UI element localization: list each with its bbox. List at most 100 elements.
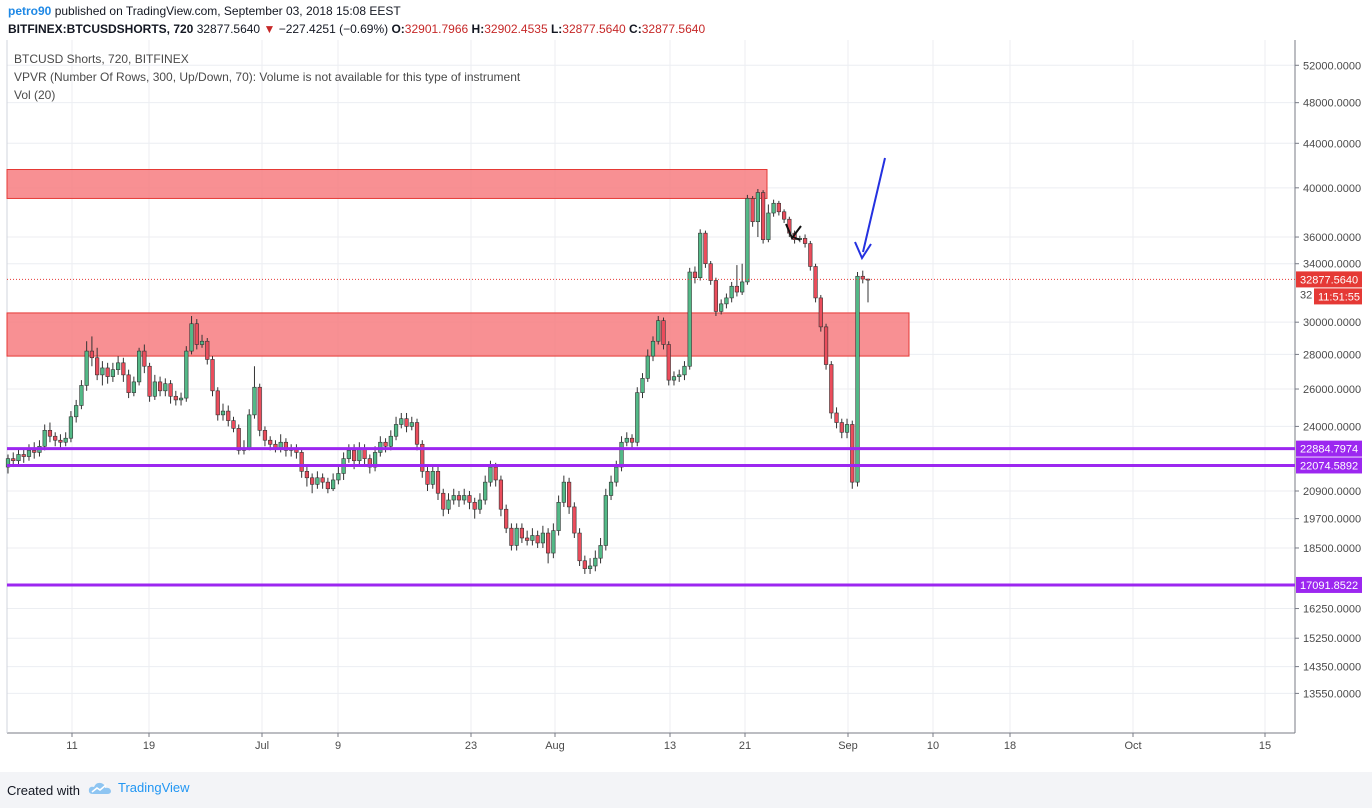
candle-body <box>173 395 178 401</box>
candle-body <box>802 238 808 244</box>
candle-body <box>561 481 566 503</box>
candle-body <box>572 506 577 534</box>
candle-body <box>708 263 713 281</box>
candle-body <box>462 495 467 501</box>
candle-body <box>666 344 671 381</box>
candle-body <box>53 435 58 441</box>
y-tick-label: 18500.0000 <box>1303 543 1361 555</box>
author-link[interactable]: petro90 <box>8 4 52 18</box>
candle-body <box>320 477 325 483</box>
candle-body <box>488 466 493 483</box>
candle-body <box>95 357 100 376</box>
y-tick-label: 13550.0000 <box>1303 688 1361 700</box>
candle-body <box>540 532 545 544</box>
candle-body <box>734 285 740 293</box>
chart-area[interactable]: 22884.7974 22074.5892 17091.8522 32 32877.56… <box>0 40 1372 770</box>
candle-body <box>32 450 37 453</box>
legend-volume[interactable]: Vol (20) <box>14 88 56 102</box>
x-tick-label: 10 <box>927 740 939 752</box>
candle-body <box>677 374 682 377</box>
candle-body <box>336 473 341 481</box>
candle-body <box>514 527 519 546</box>
candle-body <box>703 232 708 265</box>
candle-body <box>199 340 205 345</box>
y-tick-label: 15250.0000 <box>1303 633 1361 645</box>
candle-body <box>635 392 640 443</box>
candle-body <box>409 422 414 427</box>
close-value: 32877.5640 <box>641 22 706 36</box>
candle-body <box>110 369 115 377</box>
y-tick-label: 16250.0000 <box>1303 604 1361 616</box>
candle-body <box>640 378 645 393</box>
candle-body <box>755 192 760 223</box>
candle-body <box>729 285 734 299</box>
candle-body <box>47 430 53 437</box>
candle-body <box>566 481 572 508</box>
candle-body <box>194 323 199 345</box>
candle-body <box>420 443 425 472</box>
support-level-tag <box>1296 457 1362 474</box>
tradingview-brand[interactable]: TradingView <box>88 780 190 795</box>
candle-body <box>268 439 273 445</box>
candle-body <box>587 565 593 569</box>
x-tick-label: 9 <box>335 740 341 752</box>
low-label: L: <box>550 22 563 36</box>
open-label: O: <box>391 22 405 36</box>
black-check-mark <box>785 223 802 241</box>
candle-body <box>236 428 241 451</box>
candle-body <box>357 448 362 462</box>
candle-body <box>629 437 635 443</box>
candle-body <box>446 499 451 510</box>
x-tick-label: Aug <box>545 740 565 752</box>
change-value: −227.4251 (−0.69%) <box>278 22 389 36</box>
candle-body <box>388 435 393 447</box>
candle-body <box>79 385 84 406</box>
candle-body <box>157 381 163 392</box>
y-tick-label: 34000.0000 <box>1303 259 1361 271</box>
support-level-tag <box>1296 440 1362 457</box>
candle-body <box>808 243 813 267</box>
candle-body <box>131 381 136 393</box>
candle-body <box>116 362 121 370</box>
y-tick-label: 52000.0000 <box>1303 60 1361 72</box>
candle-body <box>315 477 320 485</box>
candle-body <box>346 450 351 459</box>
candle-body <box>372 452 378 468</box>
candle-body <box>63 437 68 443</box>
y-tick-label: 44000.0000 <box>1303 138 1361 150</box>
candle-body <box>16 454 21 462</box>
resistance-zone <box>6 169 768 199</box>
candle-body <box>136 350 142 383</box>
candle-body <box>813 266 818 299</box>
x-tick-label: 11 <box>66 740 77 752</box>
candle-body <box>456 495 462 501</box>
candle-body <box>577 532 582 562</box>
candle-body <box>252 386 257 416</box>
resistance-zone <box>6 312 910 357</box>
candle-body <box>525 537 530 541</box>
candle-body <box>399 418 404 425</box>
tradingview-brand-name[interactable]: TradingView <box>118 780 190 795</box>
candle-body <box>121 362 126 376</box>
candle-body <box>719 303 724 312</box>
candle-body <box>530 535 535 541</box>
candle-body <box>142 350 147 367</box>
legend-vpvr[interactable]: VPVR (Number Of Rows, 300, Up/Down, 70):… <box>14 70 521 84</box>
candle-body <box>42 430 47 447</box>
symbol-ohlc-line: BITFINEX:BTCUSDSHORTS, 720 32877.5640 ▼ … <box>8 22 705 36</box>
legend-main-series[interactable]: BTCUSD Shorts, 720, BITFINEX <box>14 52 189 66</box>
candlestick-chart[interactable]: 22884.7974 22074.5892 17091.8522 32 32877.56… <box>0 40 1372 770</box>
candle-body <box>215 390 220 416</box>
candle-body <box>220 410 226 416</box>
candle-body <box>614 466 619 483</box>
candle-body <box>850 424 855 483</box>
y-tick-label: 20900.0000 <box>1303 486 1361 498</box>
candle-body <box>724 297 729 305</box>
high-label: H: <box>471 22 485 36</box>
candle-body <box>231 420 236 429</box>
candle-body <box>310 477 315 485</box>
candle-body <box>598 545 603 559</box>
candle-body <box>608 481 614 496</box>
candle-body <box>11 458 16 462</box>
candle-body <box>844 424 850 433</box>
